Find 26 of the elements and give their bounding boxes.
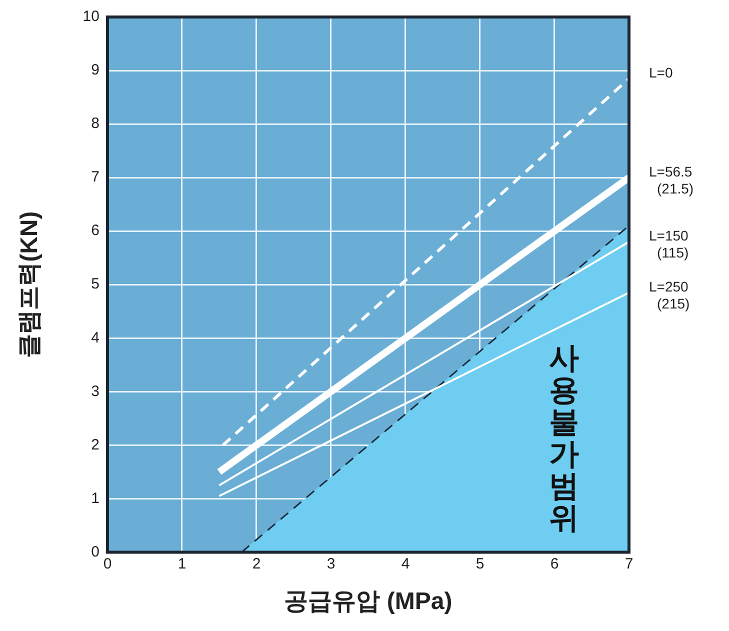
series-label: L=56.5 (21.5) [649, 163, 694, 196]
y-tick-label: 2 [91, 436, 100, 454]
series-label: L=150 (115) [649, 228, 689, 261]
y-tick-label: 7 [91, 168, 100, 186]
x-tick-label: 6 [550, 555, 559, 572]
x-tick-label: 5 [476, 555, 484, 572]
y-tick-label: 4 [91, 329, 100, 346]
x-tick-label: 1 [178, 555, 186, 572]
y-axis-title: 클램프력(KN) [16, 211, 44, 358]
annotation: 사용불가범위 [548, 342, 579, 536]
y-tick-label: 3 [91, 382, 100, 400]
x-tick-label: 4 [401, 555, 410, 572]
series-label: L=250 (215) [649, 278, 690, 312]
x-axis-title: 공급유압 (MPa) [284, 588, 452, 616]
y-tick-label: 1 [91, 490, 100, 507]
x-tick-label: 0 [103, 555, 112, 572]
y-tick-label: 0 [91, 543, 100, 560]
y-tick-label: 6 [91, 222, 100, 240]
x-tick-label: 3 [326, 555, 336, 572]
y-tick-label: 5 [91, 276, 100, 293]
series-label: L=0 [649, 64, 673, 80]
y-tick-label: 9 [91, 62, 100, 79]
x-tick-label: 7 [624, 555, 634, 572]
x-tick-label: 2 [252, 555, 261, 572]
y-tick-label: 10 [82, 8, 100, 26]
y-tick-label: 8 [91, 115, 100, 132]
